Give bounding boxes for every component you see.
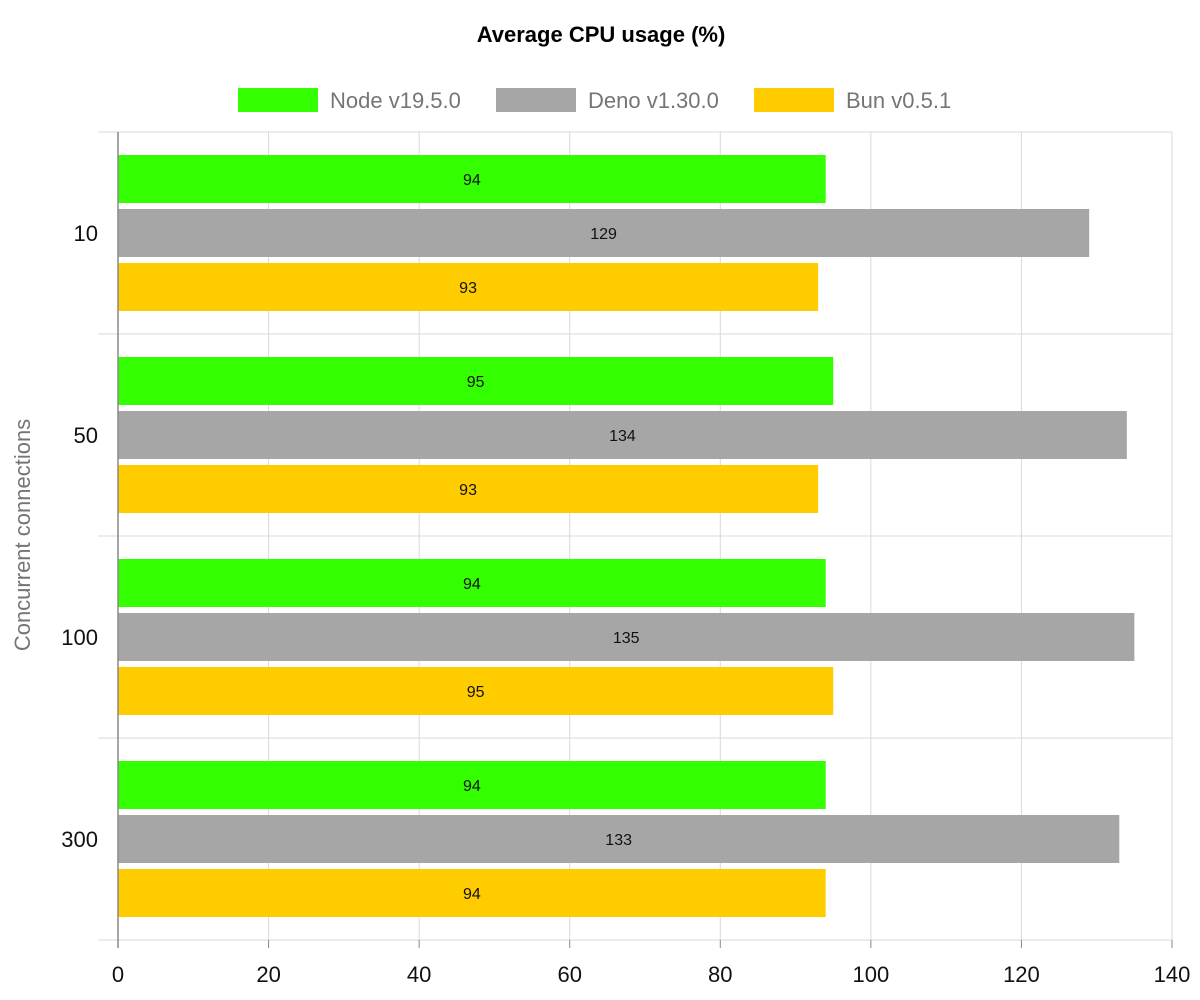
legend-label: Node v19.5.0: [330, 88, 461, 113]
bar-value-label: 93: [459, 482, 477, 499]
bar: [118, 815, 1120, 863]
bars: 94 129 93 95 134 93 94 135 95 94 133 94: [118, 155, 1135, 917]
bar-value-label: 94: [463, 172, 481, 189]
x-tick-label: 40: [407, 962, 431, 987]
bar: [118, 869, 826, 917]
bar: [118, 761, 826, 809]
bar-value-label: 94: [463, 576, 481, 593]
legend-label: Bun v0.5.1: [846, 88, 951, 113]
bar-value-label: 135: [613, 630, 640, 647]
chart-title: Average CPU usage (%): [477, 22, 726, 47]
bar-value-label: 129: [590, 226, 617, 243]
bar-value-label: 134: [609, 428, 636, 445]
category-label: 300: [61, 827, 98, 852]
bar: [118, 667, 834, 715]
bar: [118, 613, 1135, 661]
bar: [118, 155, 826, 203]
legend-label: Deno v1.30.0: [588, 88, 719, 113]
bar-value-label: 95: [467, 684, 485, 701]
x-tick-label: 120: [1003, 962, 1040, 987]
bar: [118, 263, 819, 311]
axes: 0 20 40 60 80 100 120 140 10 50 100 300: [61, 132, 1190, 987]
bar: [118, 559, 826, 607]
legend-swatch: [754, 88, 834, 112]
bar: [118, 465, 819, 513]
legend-swatch: [496, 88, 576, 112]
legend-swatch: [238, 88, 318, 112]
bar: [118, 357, 834, 405]
x-tick-label: 100: [852, 962, 889, 987]
x-tick-label: 140: [1154, 962, 1191, 987]
bar-value-label: 94: [463, 778, 481, 795]
bar: [118, 209, 1090, 257]
y-axis-title: Concurrent connections: [10, 419, 35, 651]
x-tick-label: 20: [256, 962, 280, 987]
bar: [118, 411, 1127, 459]
category-label: 100: [61, 625, 98, 650]
x-tick-label: 0: [112, 962, 124, 987]
category-label: 50: [74, 423, 98, 448]
category-label: 10: [74, 221, 98, 246]
bar-value-label: 94: [463, 886, 481, 903]
bar-value-label: 93: [459, 280, 477, 297]
x-tick-label: 60: [557, 962, 581, 987]
bar-value-label: 133: [605, 832, 632, 849]
legend: Node v19.5.0 Deno v1.30.0 Bun v0.5.1: [238, 88, 951, 113]
x-tick-label: 80: [708, 962, 732, 987]
bar-value-label: 95: [467, 374, 485, 391]
